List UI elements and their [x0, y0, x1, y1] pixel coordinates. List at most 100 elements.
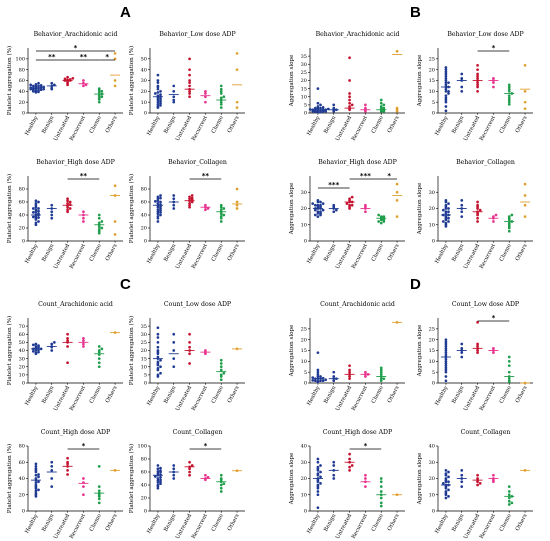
data-point: [219, 87, 223, 91]
data-point: [50, 464, 54, 468]
chart-11: Count_High dose ADP 0 20 40 60 80 Platelet agg…: [6, 429, 123, 540]
data-point: [37, 350, 40, 354]
y-tick-label: 5: [144, 373, 147, 379]
data-point: [492, 81, 495, 85]
data-point: [156, 73, 160, 77]
chart-8: Behavior_Collagen 0 10 20 30 Aggregation slop…: [417, 159, 533, 270]
category-label: Chemo: [211, 115, 225, 134]
category-label: Recurrent: [351, 384, 369, 412]
data-point: [156, 373, 160, 377]
data-point: [447, 81, 450, 85]
data-point: [395, 106, 399, 110]
data-point: [156, 341, 160, 344]
data-point: [523, 215, 527, 218]
data-point: [156, 208, 160, 212]
data-point: [219, 373, 223, 377]
data-point: [379, 215, 383, 218]
data-point: [507, 379, 511, 383]
data-point: [82, 485, 85, 488]
data-point: [100, 89, 104, 93]
category-label: Healthy: [146, 513, 161, 534]
data-point: [395, 49, 399, 53]
data-point: [156, 212, 160, 216]
data-point: [441, 482, 445, 485]
data-point: [172, 365, 176, 369]
data-point: [379, 477, 383, 480]
data-point: [42, 85, 46, 89]
data-point: [34, 82, 38, 86]
data-point: [316, 379, 320, 383]
data-point: [460, 355, 464, 359]
category-label: Healthy: [306, 385, 321, 406]
data-point: [31, 211, 35, 214]
category-label: Chemo: [371, 385, 385, 404]
data-point: [190, 464, 194, 467]
data-point: [476, 68, 479, 72]
data-point: [31, 343, 35, 347]
chart-5: Behavior_Arachidonic acid 0 5 10 15 20 25 30 35 A…: [289, 31, 405, 142]
category-label: Recurrent: [191, 384, 209, 412]
data-point: [219, 378, 223, 382]
data-point: [172, 84, 176, 88]
data-point: [219, 477, 223, 480]
data-point: [447, 92, 450, 95]
data-point: [159, 196, 162, 200]
data-point: [159, 89, 162, 93]
data-point: [395, 190, 399, 194]
y-tick-label: 35: [141, 324, 147, 330]
data-point: [159, 99, 162, 103]
chart-axes: [309, 176, 405, 242]
significance-label: **: [80, 172, 88, 180]
data-point: [316, 199, 320, 202]
data-point: [188, 73, 191, 77]
data-point: [348, 101, 351, 105]
data-point: [364, 375, 367, 378]
data-point: [332, 103, 336, 107]
data-point: [316, 203, 320, 207]
data-point: [219, 220, 223, 223]
y-tick-label: 20: [141, 348, 147, 354]
data-point: [159, 478, 162, 482]
data-point: [97, 365, 101, 369]
data-point: [444, 215, 448, 218]
data-point: [444, 199, 448, 202]
data-point: [332, 203, 336, 207]
data-point: [156, 349, 160, 352]
data-point: [507, 221, 511, 225]
data-point: [172, 203, 176, 207]
y-tick-label: 25: [301, 327, 307, 333]
chart-axes: [437, 176, 533, 242]
panel-label-b: B: [410, 4, 421, 21]
data-point: [159, 200, 162, 204]
data-point: [66, 339, 69, 343]
data-point: [235, 52, 239, 55]
data-point: [476, 349, 479, 352]
data-point: [39, 84, 43, 87]
data-point: [321, 379, 325, 383]
data-point: [460, 72, 464, 76]
data-point: [379, 480, 383, 484]
data-point: [71, 76, 75, 80]
data-point: [156, 479, 160, 482]
y-tick-label: 40: [301, 444, 307, 450]
data-point: [156, 210, 160, 214]
data-point: [97, 94, 101, 98]
y-tick-label: 20: [301, 78, 307, 84]
data-point: [444, 210, 448, 214]
chart-15: Count_High dose ADP 0 10 20 30 40 Aggregation …: [289, 429, 405, 540]
y-tick-label: 70: [19, 324, 25, 330]
data-point: [350, 103, 354, 107]
data-point: [66, 345, 69, 348]
data-point: [476, 200, 479, 204]
y-tick-label: 20: [301, 337, 307, 343]
data-point: [476, 76, 479, 80]
data-point: [222, 95, 226, 99]
category-label: Others: [387, 243, 401, 262]
y-tick-label: 0: [22, 509, 25, 515]
data-point: [444, 66, 448, 69]
y-tick-label: 0: [304, 111, 307, 117]
data-point: [219, 205, 223, 209]
data-point: [316, 101, 320, 105]
data-point: [476, 483, 479, 487]
category-label: Chemo: [499, 115, 513, 134]
